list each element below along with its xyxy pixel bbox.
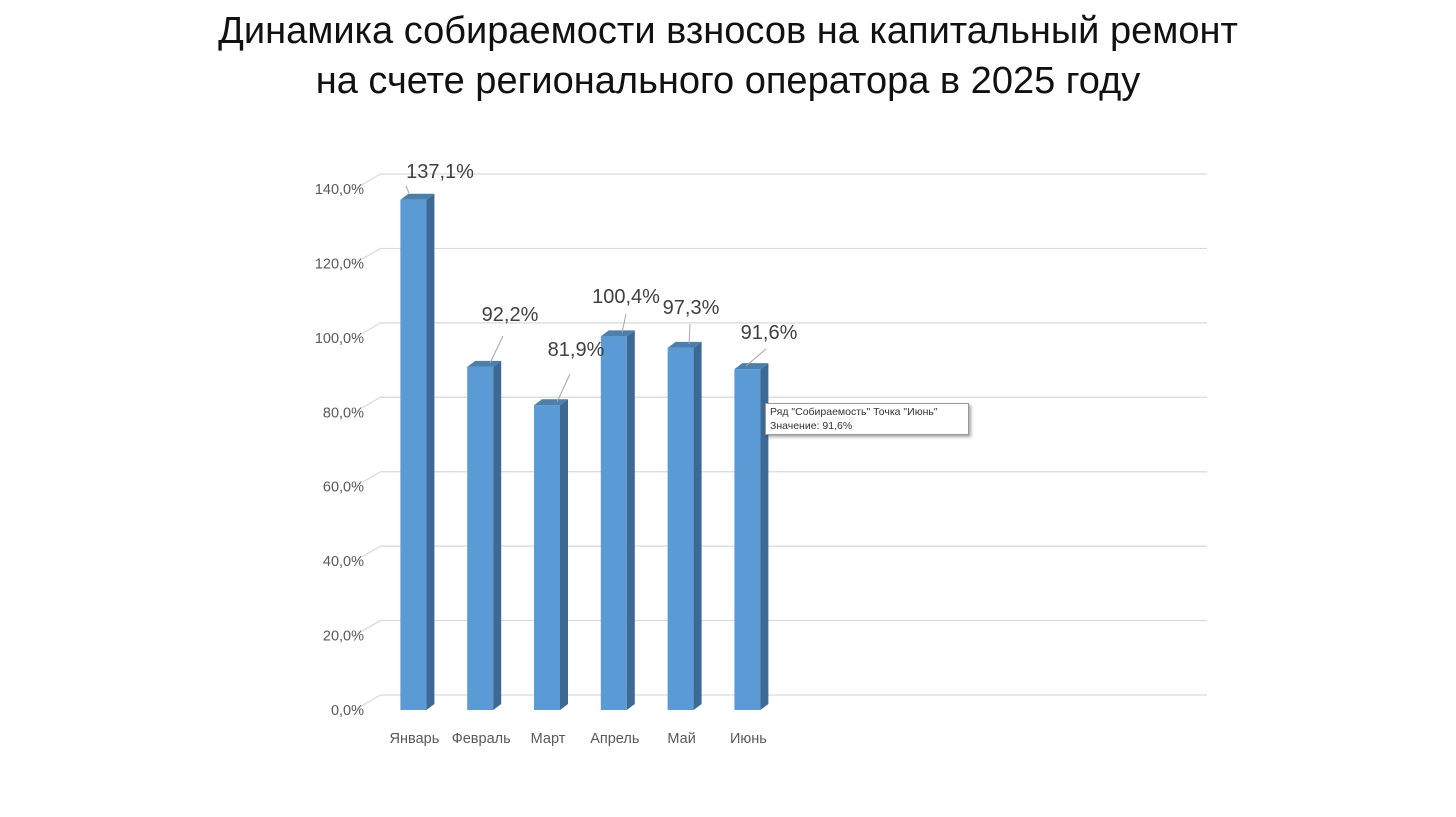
bar-side (560, 399, 568, 710)
x-tick-label: Апрель (590, 731, 639, 747)
y-tick-label: 100,0% (315, 331, 364, 347)
data-label: 81,9% (548, 339, 605, 361)
y-tick-label: 20,0% (323, 629, 364, 645)
data-label-leader (489, 335, 504, 364)
x-tick-label: Январь (390, 731, 440, 747)
y-tick-label: 60,0% (323, 480, 364, 496)
x-tick-label: Февраль (452, 731, 511, 747)
bar-side (493, 360, 502, 710)
data-label-leader (745, 348, 767, 367)
bar-side (693, 341, 702, 710)
bar-top (467, 360, 502, 367)
data-label: 91,6% (741, 322, 798, 344)
gridline-depth (354, 396, 381, 413)
tooltip-series-point: Ряд "Собираемость" Точка "Июнь" (770, 406, 938, 418)
bar-top (734, 363, 769, 370)
data-label-leader (556, 373, 571, 403)
bar (467, 366, 494, 710)
data-label: 137,1% (406, 161, 474, 183)
gridline-depth (354, 694, 381, 711)
x-tick-label: Май (667, 731, 695, 747)
y-tick-label: 0,0% (331, 703, 364, 719)
x-tick-label: Март (531, 731, 566, 747)
gridline-depth (354, 545, 381, 562)
chart-title-line-2: на счете регионального оператора в 2025 … (315, 60, 1141, 102)
gridline-depth (354, 173, 381, 190)
bar-side (760, 363, 769, 710)
y-tick-label: 80,0% (323, 405, 364, 421)
data-label: 92,2% (482, 304, 539, 326)
bar-side (626, 330, 635, 710)
bar (534, 405, 560, 710)
bar (734, 369, 761, 710)
bar-side (426, 193, 435, 711)
gridline-depth (354, 322, 381, 339)
data-label: 97,3% (663, 297, 720, 319)
y-tick-label: 140,0% (315, 182, 364, 198)
tooltip-value: Значение: 91,6% (770, 420, 853, 432)
gridline-depth (354, 620, 381, 637)
data-label-leader (621, 313, 627, 334)
y-tick-label: 120,0% (315, 256, 364, 272)
x-tick-label: Июнь (730, 731, 767, 747)
gridline-depth (354, 471, 381, 488)
y-tick-label: 40,0% (323, 554, 364, 570)
chart-title: Динамика собираемости взносов на капитал… (0, 6, 1456, 106)
bar (400, 199, 427, 710)
gridline-depth (354, 247, 381, 264)
bar-top (400, 193, 435, 200)
data-label: 100,4% (592, 286, 660, 308)
data-point-tooltip: Ряд "Собираемость" Точка "Июнь" Значение… (765, 403, 969, 435)
data-label-leader (688, 323, 691, 345)
data-label-leader (405, 185, 410, 194)
bar-top (534, 399, 568, 406)
bar (600, 336, 627, 710)
chart-title-line-1: Динамика собираемости взносов на капитал… (218, 10, 1238, 52)
bar-top (667, 341, 702, 348)
bar-top (600, 330, 635, 337)
bar (667, 347, 694, 710)
